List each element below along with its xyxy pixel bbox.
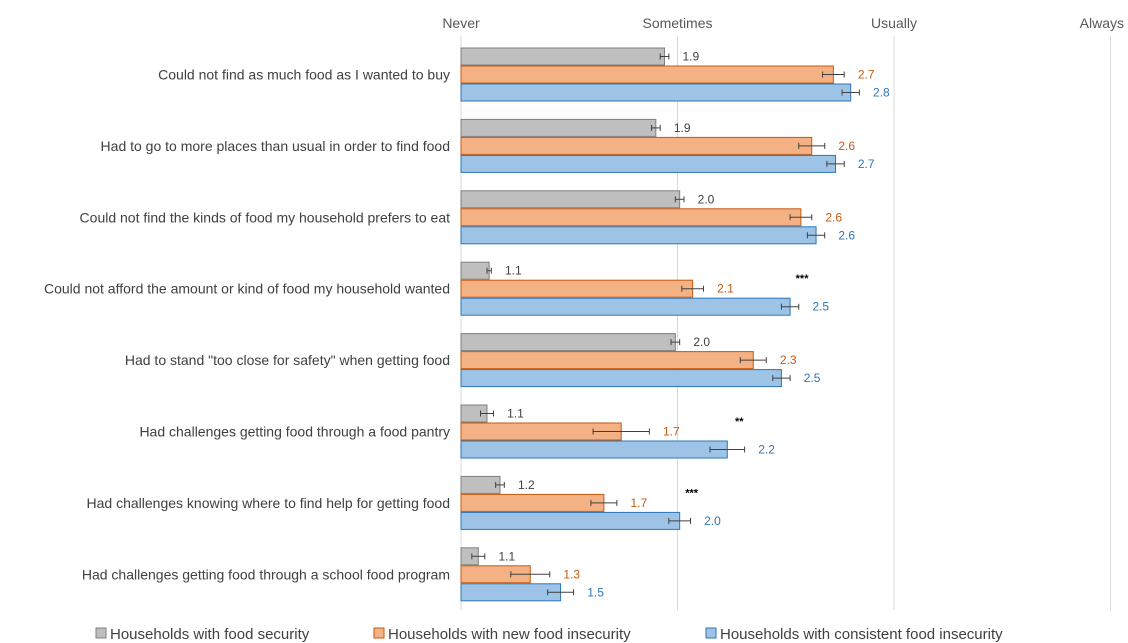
bar	[460, 475, 501, 494]
data-label: 1.7	[631, 496, 648, 510]
legend-entry: Households with food security	[110, 626, 310, 643]
bar	[460, 154, 837, 173]
error-bar	[592, 428, 650, 435]
data-label: 1.1	[498, 549, 515, 563]
category-label: Could not afford the amount or kind of f…	[44, 281, 450, 297]
category-label: Had challenges knowing where to find hel…	[87, 495, 450, 511]
error-bar	[806, 232, 826, 239]
data-label: 2.0	[698, 192, 715, 206]
error-bar	[659, 53, 670, 60]
data-label: 2.5	[812, 300, 829, 314]
x-tick-label: Never	[442, 15, 480, 31]
category-label: Had to stand "too close for safety" when…	[125, 352, 450, 368]
bar	[460, 279, 694, 298]
category-label: Had challenges getting food through a fo…	[139, 424, 450, 440]
x-axis-ticks: Never Sometimes Usually Always	[442, 15, 1124, 31]
error-bar	[495, 481, 505, 488]
x-tick-label: Always	[1080, 15, 1124, 31]
legend-swatch	[705, 627, 717, 639]
legend: Households with food security Households …	[95, 626, 1003, 643]
bar	[460, 226, 817, 245]
data-label: 2.7	[858, 157, 875, 171]
data-label: 1.9	[674, 121, 691, 135]
data-label: 2.0	[693, 335, 710, 349]
bar	[460, 440, 728, 459]
error-bar	[681, 285, 704, 292]
bar	[460, 190, 681, 209]
category-label: Had to go to more places than usual in o…	[101, 138, 450, 154]
value-labels: 1.92.72.81.92.62.72.02.62.61.12.12.52.02…	[498, 50, 890, 600]
error-bar	[780, 303, 800, 310]
data-label: 1.1	[505, 264, 522, 278]
bar	[460, 261, 490, 280]
bar	[460, 83, 852, 102]
data-label: 1.5	[587, 585, 604, 599]
error-bar	[510, 571, 551, 578]
bar	[460, 583, 562, 602]
bar	[460, 65, 834, 84]
bar	[460, 511, 681, 530]
data-label: 1.7	[663, 425, 680, 439]
error-bar	[789, 214, 813, 221]
legend-swatch	[95, 627, 107, 639]
error-bar	[822, 71, 845, 78]
error-bar	[486, 267, 492, 274]
data-label: 1.2	[518, 478, 535, 492]
significance-marker: ***	[796, 273, 810, 285]
legend-entry: Households with consistent food insecuri…	[720, 626, 1003, 643]
error-bar	[471, 553, 486, 560]
error-bar	[826, 160, 845, 167]
bar	[460, 493, 605, 512]
data-label: 1.9	[682, 50, 699, 64]
data-label: 2.8	[873, 86, 890, 100]
data-label: 2.6	[838, 228, 855, 242]
error-bar	[798, 142, 826, 149]
bar	[460, 351, 754, 370]
error-bar	[670, 339, 681, 346]
error-bar	[547, 589, 575, 596]
category-label: Had challenges getting food through a sc…	[82, 566, 450, 582]
error-bar	[651, 124, 661, 131]
data-label: 2.2	[758, 443, 775, 457]
category-label: Could not find the kinds of food my hous…	[80, 209, 451, 225]
category-label: Could not find as much food as I wanted …	[158, 67, 450, 83]
bars	[460, 47, 860, 602]
error-bar	[772, 375, 791, 382]
error-bar	[841, 89, 860, 96]
bar	[460, 297, 791, 316]
error-bar	[479, 410, 494, 417]
bar	[460, 47, 666, 66]
legend-entry: Households with new food insecurity	[388, 626, 631, 643]
data-label: 1.1	[507, 407, 524, 421]
bar	[460, 118, 657, 137]
error-bar	[674, 196, 685, 203]
data-label: 2.0	[704, 514, 721, 528]
bar	[460, 369, 782, 388]
data-label: 2.7	[858, 68, 875, 82]
error-bar	[739, 357, 767, 364]
error-bar	[590, 499, 618, 506]
data-label: 2.1	[717, 282, 734, 296]
category-labels: Could not find as much food as I wanted …	[44, 67, 450, 583]
bar	[460, 136, 813, 155]
x-tick-label: Usually	[871, 15, 917, 31]
error-bar	[668, 517, 691, 524]
significance-marker: **	[735, 416, 744, 428]
x-tick-label: Sometimes	[642, 15, 712, 31]
significance-marker: ***	[685, 487, 699, 499]
data-label: 1.3	[563, 567, 580, 581]
bar	[460, 208, 802, 227]
legend-swatch	[373, 627, 385, 639]
error-bar	[709, 446, 746, 453]
data-label: 2.6	[838, 139, 855, 153]
bar	[460, 333, 676, 352]
data-label: 2.5	[804, 371, 821, 385]
data-label: 2.6	[825, 210, 842, 224]
data-label: 2.3	[780, 353, 797, 367]
